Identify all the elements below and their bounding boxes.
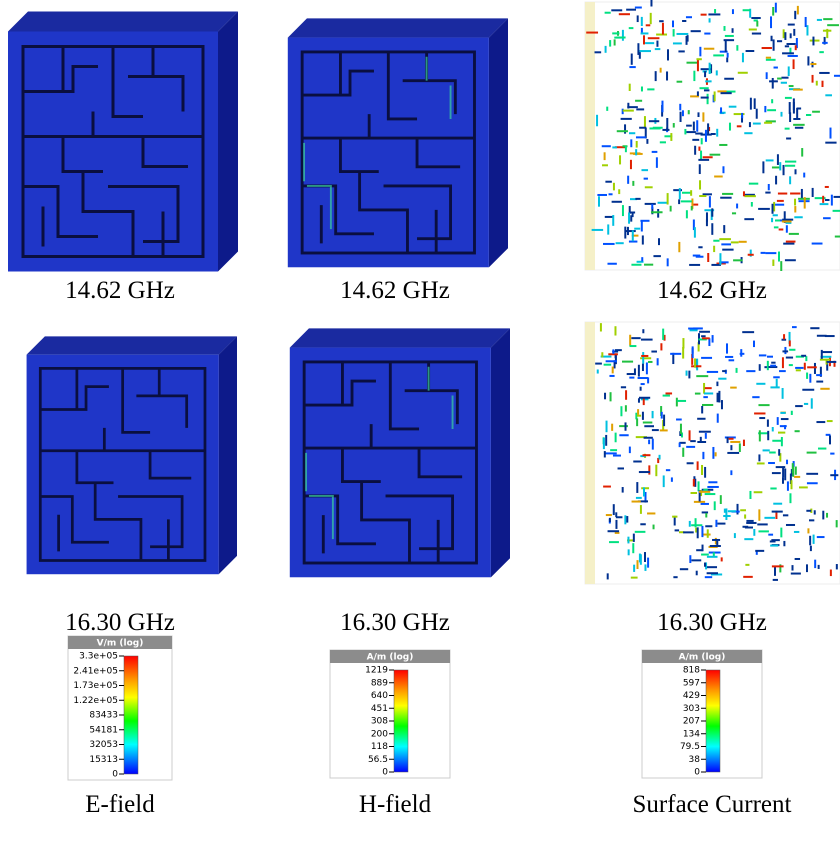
caption: 14.62 GHz [657, 277, 767, 304]
colorbar-tick-label: 640 [371, 691, 388, 701]
colorbar-tick-label: 118 [371, 742, 388, 752]
colorbar-tick-label: 15313 [89, 755, 118, 765]
colorbar-tick-label: 83433 [89, 711, 118, 721]
column-label: Surface Current [633, 791, 792, 818]
column-label: E-field [85, 791, 155, 818]
colorbar-tick-label: 54181 [89, 725, 118, 735]
e-field-image [8, 12, 238, 272]
colorbar-tick-label: 451 [371, 704, 388, 714]
caption: 16.30 GHz [657, 609, 767, 636]
colorbar-tick-label: 1.22e+05 [73, 696, 118, 706]
colorbar-tick-label: 2.41e+05 [73, 666, 118, 676]
caption: 14.62 GHz [65, 277, 175, 304]
colorbar-tick-label: 79.5 [680, 742, 700, 752]
colorbar [394, 670, 408, 772]
colorbar-tick-label: 207 [683, 717, 700, 727]
colorbar-tick-label: 0 [112, 770, 118, 780]
column-label: H-field [359, 791, 432, 818]
e-field-image [27, 336, 237, 574]
h-field-image [288, 18, 508, 267]
colorbar [124, 656, 138, 774]
h-field-image [290, 328, 510, 577]
colorbar-tick-label: 429 [683, 691, 700, 701]
caption: 16.30 GHz [65, 609, 175, 636]
colorbar-title: A/m (log) [367, 653, 414, 663]
colorbar-tick-label: 597 [683, 678, 700, 688]
figure: 14.62 GHz 14.62 GHz 14.62 GHz 16.30 GHz 16.3… [0, 0, 840, 845]
colorbars: V/m (log) 3.3e+05 2.41e+05 1.73e+05 1.22e+05… [68, 636, 762, 780]
colorbar-tick-label: 3.3e+05 [79, 652, 118, 662]
caption: 14.62 GHz [340, 277, 450, 304]
colorbar-tick-label: 32053 [89, 740, 118, 750]
colorbar-tick-label: 303 [683, 704, 700, 714]
colorbar-tick-label: 1219 [365, 666, 388, 676]
colorbar-tick-label: 0 [694, 768, 700, 778]
caption: 16.30 GHz [340, 609, 450, 636]
page: {"figure": { "rows": [ {"captions": ["14… [0, 0, 840, 845]
colorbar-tick-label: 1.73e+05 [73, 681, 118, 691]
colorbar-tick-label: 134 [683, 729, 700, 739]
colorbar-tick-label: 889 [371, 678, 388, 688]
colorbar-title: A/m (log) [679, 653, 726, 663]
colorbar-tick-label: 308 [371, 717, 388, 727]
colorbar-tick-label: 38 [689, 755, 701, 765]
colorbar-tick-label: 818 [683, 666, 700, 676]
colorbar-tick-label: 200 [371, 729, 388, 739]
colorbar-tick-label: 56.5 [368, 755, 388, 765]
colorbar-tick-label: 0 [382, 768, 388, 778]
colorbar-title: V/m (log) [97, 639, 144, 649]
colorbar [706, 670, 720, 772]
current-image-edge [585, 322, 595, 584]
